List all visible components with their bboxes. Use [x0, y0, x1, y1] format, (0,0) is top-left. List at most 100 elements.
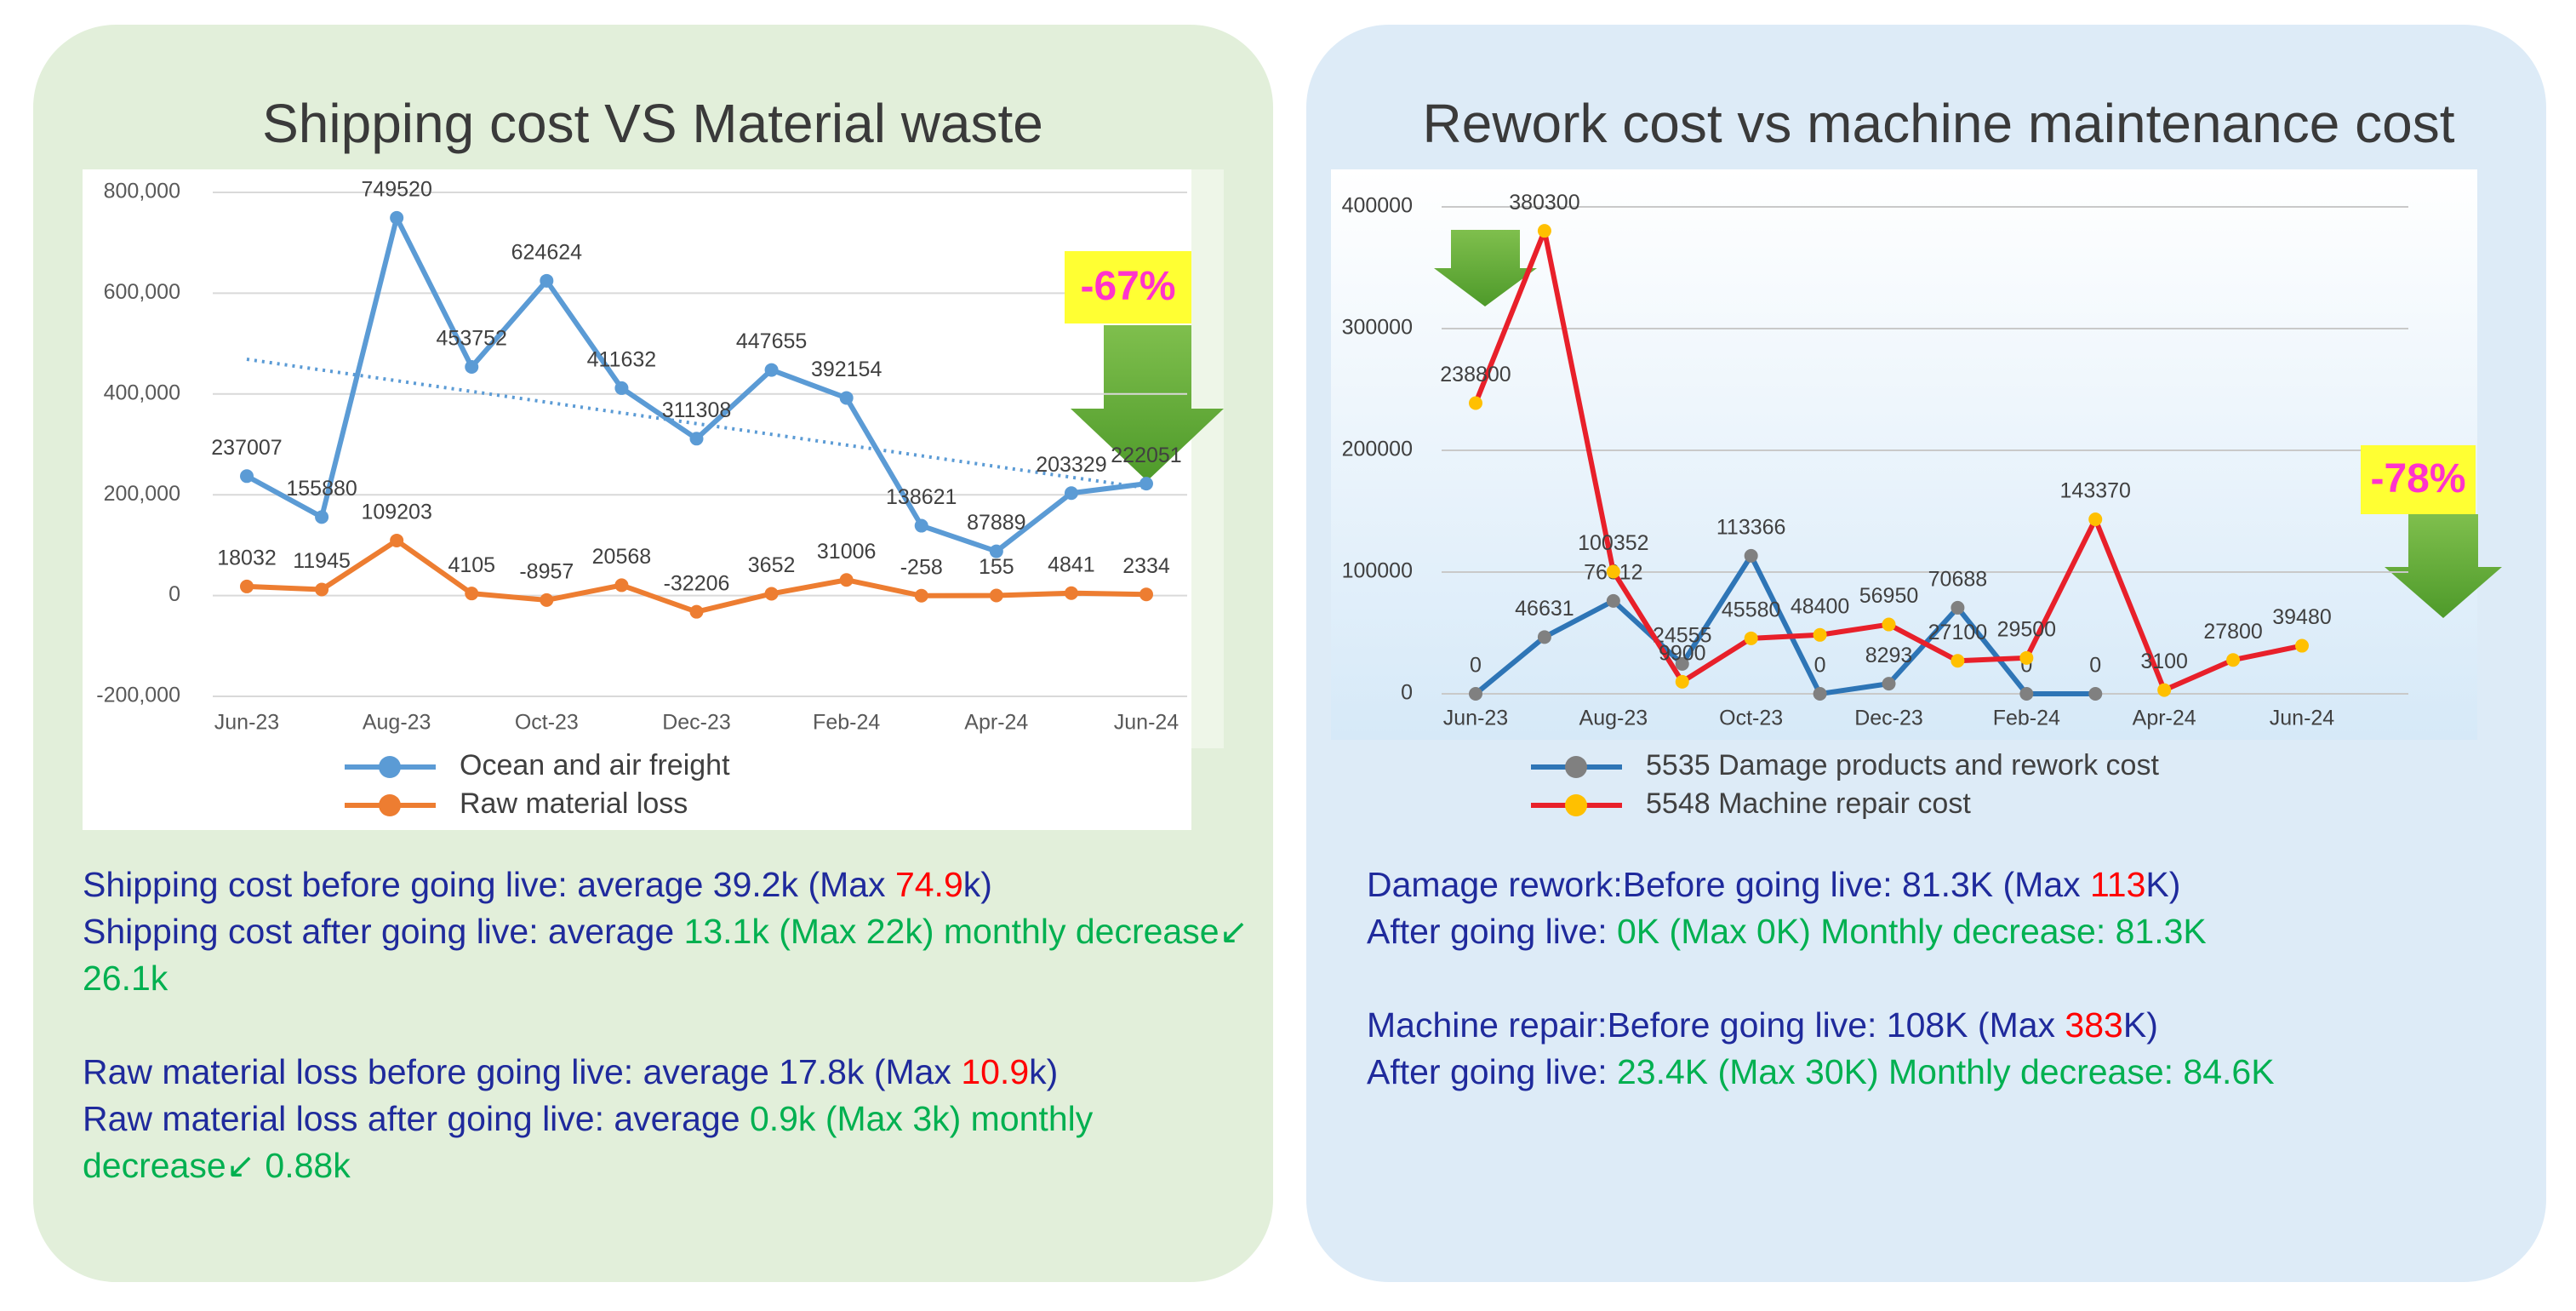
data-label: 24555: [1653, 623, 1712, 647]
data-label: 11945: [293, 549, 351, 573]
note-text: Shipping cost after going live: average: [83, 912, 684, 951]
y-tick-label: 400000: [1342, 194, 1413, 218]
data-label: 749520: [361, 177, 431, 201]
legend-marker: [379, 794, 401, 816]
data-label: 0: [1814, 654, 1826, 678]
marker: [240, 579, 254, 593]
note-text: K): [2145, 865, 2181, 904]
x-tick-label: Apr-24: [964, 711, 1028, 735]
x-tick-label: Oct-23: [1719, 707, 1783, 730]
marker: [1675, 674, 1689, 689]
marker: [465, 587, 479, 601]
marker: [764, 363, 779, 377]
marker: [1606, 564, 1620, 579]
marker: [839, 391, 854, 405]
marker: [1064, 486, 1078, 501]
marker: [1606, 593, 1620, 608]
marker: [1469, 396, 1482, 410]
marker: [1813, 687, 1827, 701]
data-label: 18032: [217, 547, 277, 570]
note-text: After going live:: [1367, 1052, 1617, 1091]
down-arrow: [1434, 230, 1537, 306]
x-tick-label: Aug-23: [363, 711, 431, 735]
marker: [764, 587, 779, 601]
marker: [614, 578, 629, 593]
data-label: 0: [1470, 654, 1482, 678]
note-text: Shipping cost before going live: average…: [83, 865, 895, 904]
data-label: 411632: [587, 348, 657, 372]
y-tick-label: 300000: [1342, 316, 1413, 340]
data-label: 4841: [1048, 552, 1095, 576]
note-group: Damage rework:Before going live: 81.3K (…: [1367, 862, 2524, 955]
x-tick-label: Jun-24: [2270, 707, 2335, 730]
note-text: 383: [2065, 1005, 2123, 1045]
data-label: 29500: [1997, 617, 2057, 641]
marker: [1064, 586, 1078, 600]
y-tick-label: 0: [1401, 681, 1413, 705]
marker: [1675, 656, 1689, 671]
data-label: 4105: [448, 553, 495, 577]
data-label: 70688: [1928, 568, 1988, 592]
annotation: -78%: [2370, 456, 2465, 501]
marker: [2019, 687, 2034, 701]
data-label: 155: [979, 555, 1014, 579]
note-text: K): [2122, 1005, 2158, 1045]
note-line: Damage rework:Before going live: 81.3K (…: [1367, 862, 2524, 908]
x-tick-label: Apr-24: [2133, 707, 2196, 730]
note-text: Raw material loss after going live: aver…: [83, 1099, 750, 1138]
marker: [2226, 653, 2241, 667]
data-label: 624624: [511, 240, 583, 264]
x-tick-label: Jun-23: [214, 711, 279, 735]
marker: [1744, 548, 1758, 563]
marker: [2157, 683, 2172, 697]
note-line: Machine repair:Before going live: 108K (…: [1367, 1002, 2524, 1049]
legend-label: Ocean and air freight: [460, 749, 730, 781]
data-label: 392154: [811, 358, 882, 381]
data-label: 20568: [592, 545, 652, 569]
data-label: 447655: [736, 329, 807, 353]
chart-area: [83, 169, 1191, 830]
x-tick-label: Dec-23: [662, 711, 731, 735]
marker: [989, 544, 1003, 558]
marker: [240, 469, 254, 484]
data-label: 2334: [1122, 554, 1170, 578]
note-text: Raw material loss before going live: ave…: [83, 1052, 962, 1091]
data-label: 113366: [1716, 515, 1786, 539]
data-label: 311308: [662, 398, 732, 422]
data-label: 27100: [1928, 621, 1988, 644]
data-label: 238800: [1440, 363, 1511, 386]
marker: [2295, 638, 2309, 653]
note-text: After going live:: [1367, 912, 1617, 951]
marker: [1951, 654, 1965, 668]
trendline: [246, 358, 1147, 490]
y-tick-label: 400,000: [104, 381, 180, 404]
note-text: 23.4K (Max 30K) Monthly decrease: 84.6K: [1617, 1052, 2275, 1091]
data-label: 222051: [1111, 444, 1181, 467]
note-line: After going live: 23.4K (Max 30K) Monthl…: [1367, 1049, 2524, 1096]
marker: [1813, 627, 1827, 642]
marker: [1744, 631, 1758, 645]
legend-label: 5535 Damage products and rework cost: [1646, 749, 2159, 781]
marker: [1469, 687, 1482, 701]
series-line: [1474, 552, 2096, 696]
note-line: Raw material loss before going live: ave…: [83, 1049, 1265, 1096]
marker: [1139, 477, 1153, 491]
down-arrow: [2385, 514, 2502, 618]
marker: [540, 593, 554, 607]
marker: [914, 518, 928, 533]
marker: [315, 582, 329, 597]
data-label: 39480: [2272, 605, 2332, 629]
data-label: 45580: [1722, 598, 1781, 621]
marker: [2088, 512, 2103, 526]
data-label: 56950: [1859, 584, 1919, 608]
legend-label: Raw material loss: [460, 787, 688, 820]
note-line: Raw material loss after going live: aver…: [83, 1096, 1265, 1189]
data-label: 143370: [2060, 479, 2131, 503]
marker: [914, 588, 928, 603]
data-label: -32206: [664, 571, 730, 595]
legend-marker: [379, 756, 401, 778]
x-tick-label: Aug-23: [1579, 707, 1648, 730]
y-tick-label: 0: [168, 582, 180, 606]
marker: [1139, 587, 1153, 602]
data-label: 203329: [1036, 453, 1106, 477]
